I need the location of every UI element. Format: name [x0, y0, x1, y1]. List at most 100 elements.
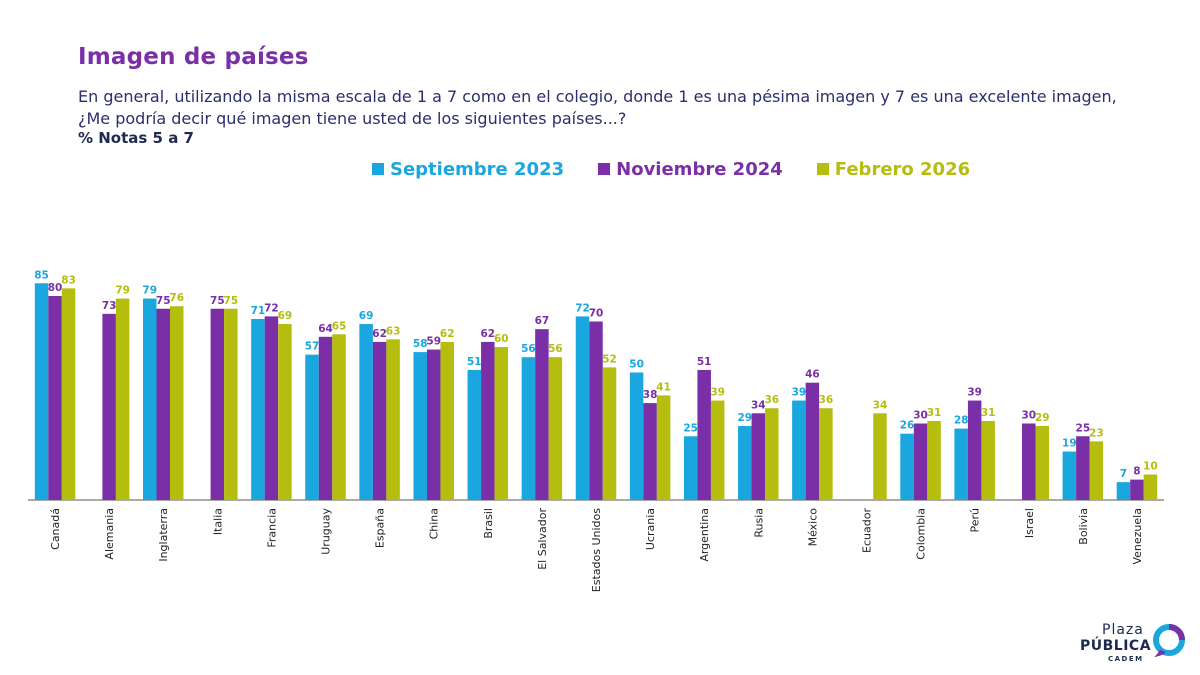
- bar-2-12: [697, 369, 711, 500]
- legend-label-series-3: Febrero 2026: [834, 158, 971, 180]
- bar-3-16: [927, 420, 941, 500]
- logo-text-line3: CADEM: [1108, 655, 1144, 663]
- bar-3-12: [710, 400, 725, 500]
- bar-3-18: [1035, 426, 1050, 500]
- bar-2-3: [210, 308, 225, 500]
- bar-3-11: [656, 395, 671, 500]
- bar-1-6: [359, 324, 373, 500]
- data-label-2-18: 30: [1021, 410, 1036, 422]
- category-label-10: Estados Unidos: [590, 508, 603, 592]
- data-label-1-2: 79: [142, 285, 157, 297]
- bar-1-10: [575, 316, 590, 500]
- data-label-3-8: 60: [494, 333, 509, 345]
- data-label-2-3: 75: [210, 295, 225, 307]
- brand-logo: Plaza PÚBLICA CADEM: [1080, 622, 1192, 666]
- bar-2-5: [318, 336, 333, 500]
- data-label-3-20: 10: [1143, 461, 1158, 473]
- bar-3-9: [548, 357, 563, 500]
- bar-2-0: [48, 296, 62, 500]
- data-label-3-3: 75: [224, 295, 239, 307]
- category-label-0: Canadá: [49, 508, 62, 550]
- data-label-3-0: 83: [61, 274, 76, 286]
- data-label-2-17: 39: [967, 387, 982, 399]
- data-label-2-5: 64: [318, 323, 333, 335]
- category-label-18: Israel: [1023, 508, 1036, 538]
- data-label-2-1: 73: [102, 300, 117, 312]
- data-label-3-1: 79: [115, 285, 130, 297]
- speech-bubble-icon: [1153, 624, 1185, 657]
- bar-2-13: [751, 413, 766, 500]
- data-label-3-14: 36: [819, 394, 834, 406]
- data-label-2-20: 8: [1133, 466, 1140, 478]
- data-label-1-16: 26: [900, 420, 915, 432]
- data-label-1-10: 72: [575, 302, 590, 314]
- data-label-2-14: 46: [805, 369, 820, 381]
- data-label-1-9: 56: [521, 343, 536, 355]
- scale-note: % Notas 5 a 7: [78, 129, 194, 147]
- page-title: Imagen de países: [78, 44, 309, 70]
- category-label-17: Perú: [969, 508, 982, 533]
- data-label-1-7: 58: [413, 338, 428, 350]
- bar-3-6: [386, 339, 400, 500]
- bar-2-6: [372, 341, 387, 500]
- category-label-15: Ecuador: [860, 508, 873, 553]
- data-label-3-7: 62: [440, 328, 455, 340]
- bar-1-19: [1062, 451, 1077, 500]
- bar-1-20: [1116, 482, 1131, 500]
- bar-2-4: [264, 316, 279, 500]
- data-label-2-13: 34: [751, 399, 766, 411]
- legend-item-series-2: Noviembre 2024: [598, 159, 783, 180]
- bar-1-2: [142, 298, 157, 500]
- data-label-3-15: 34: [873, 399, 888, 411]
- legend-swatch-series-3: [816, 163, 829, 175]
- category-label-2: Inglaterra: [157, 508, 170, 562]
- bar-1-14: [792, 400, 806, 500]
- bar-3-15: [873, 413, 887, 500]
- data-label-1-4: 71: [251, 305, 266, 317]
- data-label-2-2: 75: [156, 295, 171, 307]
- category-label-1: Alemania: [103, 508, 116, 560]
- legend-swatch-series-2: [598, 163, 611, 175]
- bar-3-2: [169, 306, 184, 500]
- bar-2-20: [1130, 479, 1144, 500]
- data-label-1-6: 69: [359, 310, 374, 322]
- data-label-3-2: 76: [169, 292, 184, 304]
- category-label-11: Ucrania: [644, 508, 657, 550]
- bar-3-0: [61, 288, 76, 500]
- bar-1-8: [467, 369, 482, 500]
- data-label-2-16: 30: [913, 410, 928, 422]
- bar-2-11: [643, 403, 657, 500]
- bar-1-13: [738, 426, 752, 500]
- data-label-1-19: 19: [1062, 438, 1077, 450]
- bar-2-10: [589, 321, 603, 500]
- bar-1-12: [683, 436, 698, 500]
- data-label-1-11: 50: [629, 359, 644, 371]
- chart-legend: Septiembre 2023 Noviembre 2024 Febrero 2…: [372, 157, 970, 181]
- legend-label-series-2: Noviembre 2024: [616, 158, 783, 180]
- bar-1-0: [34, 283, 49, 500]
- bar-3-13: [765, 408, 779, 500]
- category-label-7: China: [428, 508, 441, 539]
- data-label-2-12: 51: [697, 356, 712, 368]
- data-label-3-11: 41: [656, 381, 671, 393]
- data-label-2-0: 80: [48, 282, 63, 294]
- bar-3-10: [602, 367, 617, 500]
- data-label-1-20: 7: [1120, 468, 1127, 480]
- legend-swatch-series-1: [372, 163, 384, 175]
- category-label-9: El Salvador: [536, 508, 549, 570]
- bar-1-4: [251, 318, 265, 500]
- legend-item-series-3: Febrero 2026: [816, 158, 971, 180]
- question-text: En general, utilizando la misma escala d…: [78, 87, 1117, 128]
- bar-1-11: [629, 372, 644, 500]
- category-label-6: España: [374, 508, 387, 548]
- data-label-2-4: 72: [264, 302, 279, 314]
- data-label-2-11: 38: [643, 389, 658, 401]
- bar-1-5: [305, 354, 319, 500]
- data-label-3-9: 56: [548, 343, 563, 355]
- bar-3-20: [1143, 474, 1158, 500]
- data-label-2-10: 70: [589, 308, 604, 320]
- category-label-4: Francia: [265, 508, 278, 548]
- bar-1-9: [521, 357, 536, 500]
- category-label-16: Colombia: [915, 508, 928, 560]
- bar-3-14: [819, 408, 833, 500]
